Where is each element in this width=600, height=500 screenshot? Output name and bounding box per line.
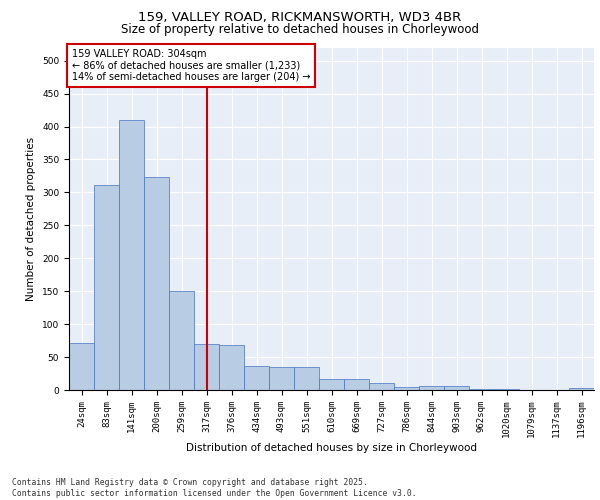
- Bar: [169, 291, 194, 390]
- Bar: [69, 343, 94, 390]
- Text: 159, VALLEY ROAD, RICKMANSWORTH, WD3 4BR: 159, VALLEY ROAD, RICKMANSWORTH, WD3 4BR: [139, 12, 461, 24]
- Bar: [319, 379, 344, 390]
- X-axis label: Distribution of detached houses by size in Chorleywood: Distribution of detached houses by size …: [186, 443, 477, 453]
- Bar: [119, 120, 144, 390]
- Bar: [94, 184, 119, 390]
- Bar: [194, 344, 219, 390]
- Bar: [144, 178, 169, 390]
- Bar: [244, 366, 269, 390]
- Bar: [269, 367, 294, 390]
- Bar: [219, 345, 244, 390]
- Text: Contains HM Land Registry data © Crown copyright and database right 2025.
Contai: Contains HM Land Registry data © Crown c…: [12, 478, 416, 498]
- Bar: [569, 388, 594, 390]
- Text: 159 VALLEY ROAD: 304sqm
← 86% of detached houses are smaller (1,233)
14% of semi: 159 VALLEY ROAD: 304sqm ← 86% of detache…: [71, 49, 310, 82]
- Bar: [444, 386, 469, 390]
- Text: Size of property relative to detached houses in Chorleywood: Size of property relative to detached ho…: [121, 22, 479, 36]
- Bar: [344, 380, 369, 390]
- Bar: [294, 367, 319, 390]
- Bar: [369, 384, 394, 390]
- Y-axis label: Number of detached properties: Number of detached properties: [26, 136, 37, 301]
- Bar: [419, 386, 444, 390]
- Bar: [394, 386, 419, 390]
- Bar: [469, 388, 494, 390]
